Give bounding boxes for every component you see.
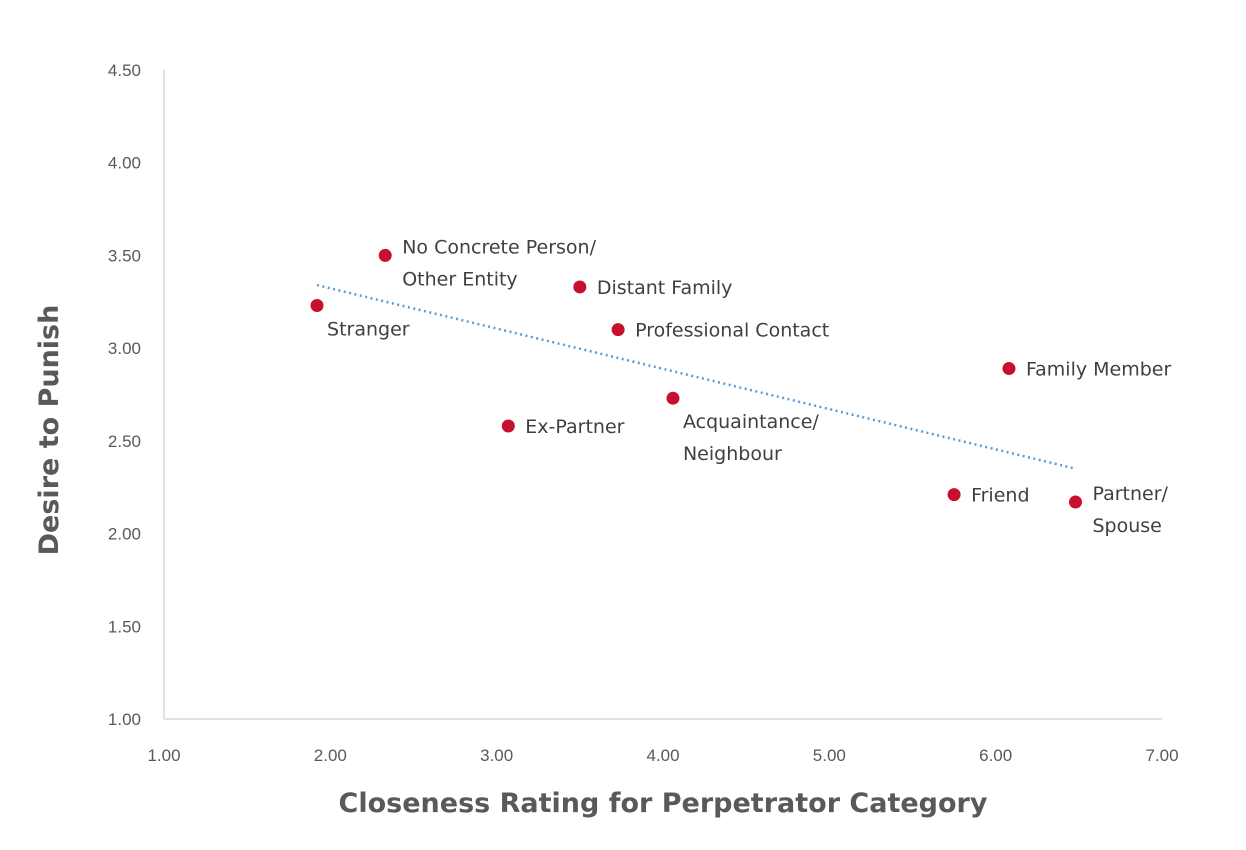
data-point: [611, 323, 625, 337]
axes: [163, 70, 1162, 720]
point-label: Acquaintance/Neighbour: [683, 411, 819, 465]
data-point: [501, 419, 515, 433]
point-label: No Concrete Person/Other Entity: [402, 236, 596, 290]
point-label: Ex-Partner: [525, 416, 624, 438]
data-points: [310, 248, 1083, 509]
point-label-line: Spouse: [1093, 515, 1162, 537]
data-point: [573, 280, 587, 294]
y-tick-label: 1.00: [108, 710, 141, 729]
point-label-line: Family Member: [1026, 359, 1172, 381]
data-point: [378, 248, 392, 262]
point-label: Professional Contact: [635, 320, 829, 342]
trendline: [316, 283, 1076, 470]
point-label: Friend: [971, 485, 1029, 507]
point-label: Partner/Spouse: [1093, 483, 1169, 537]
point-label-line: Partner/: [1093, 483, 1169, 505]
data-point: [310, 298, 324, 312]
x-tick-label: 2.00: [314, 746, 347, 765]
x-tick-label: 3.00: [480, 746, 513, 765]
data-point: [666, 391, 680, 405]
point-label-line: Ex-Partner: [525, 416, 624, 438]
point-label-line: Acquaintance/: [683, 411, 819, 433]
point-label: Stranger: [327, 318, 410, 340]
x-tick-labels: 1.00 2.00 3.00 4.00 5.00 6.00 7.00: [147, 746, 1178, 765]
x-tick-label: 7.00: [1145, 746, 1178, 765]
y-tick-label: 1.50: [108, 617, 141, 636]
x-axis-title: Closeness Rating for Perpetrator Categor…: [339, 788, 988, 819]
point-label-line: No Concrete Person/: [402, 236, 596, 258]
x-tick-label: 5.00: [813, 746, 846, 765]
y-tick-label: 4.50: [108, 61, 141, 80]
point-label-line: Stranger: [327, 318, 410, 340]
y-tick-label: 4.00: [108, 154, 141, 173]
x-tick-label: 4.00: [646, 746, 679, 765]
data-point: [947, 488, 961, 502]
y-tick-labels: 1.00 1.50 2.00 2.50 3.00 3.50 4.00 4.50: [108, 61, 141, 729]
x-tick-label: 6.00: [979, 746, 1012, 765]
data-point: [1069, 495, 1083, 509]
point-label-line: Neighbour: [683, 443, 782, 465]
y-tick-label: 3.50: [108, 246, 141, 265]
y-axis-title: Desire to Punish: [34, 305, 65, 556]
point-label: Family Member: [1026, 359, 1172, 381]
point-label-line: Friend: [971, 485, 1029, 507]
point-label-line: Professional Contact: [635, 320, 829, 342]
point-label-line: Other Entity: [402, 268, 517, 290]
x-tick-label: 1.00: [147, 746, 180, 765]
point-label: Distant Family: [597, 277, 733, 299]
y-tick-label: 3.00: [108, 339, 141, 358]
y-tick-label: 2.50: [108, 432, 141, 451]
point-label-line: Distant Family: [597, 277, 733, 299]
data-point: [1002, 362, 1016, 376]
y-tick-label: 2.00: [108, 525, 141, 544]
